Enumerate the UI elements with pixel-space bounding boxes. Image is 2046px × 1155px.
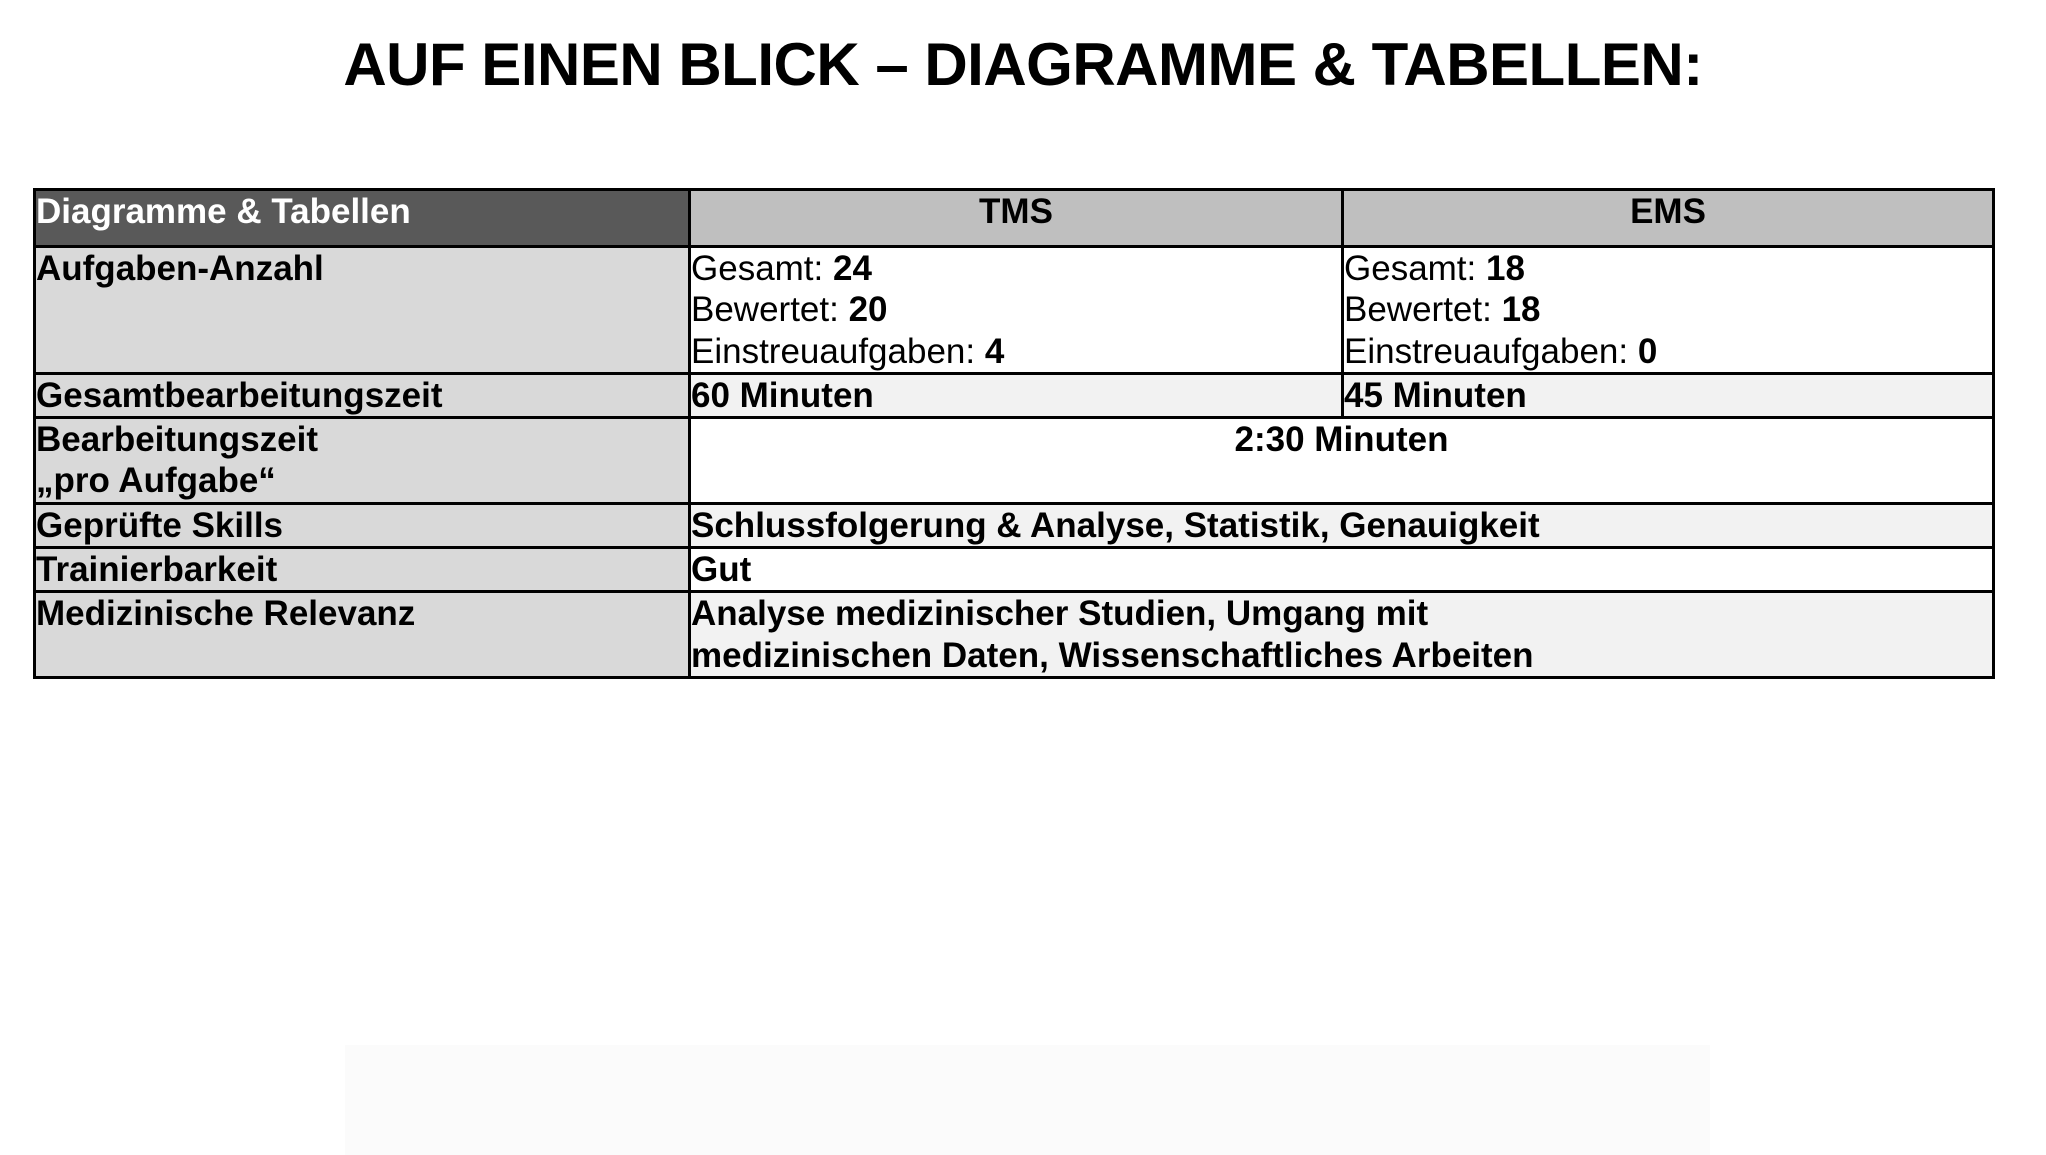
cell-tms-gesamtbearbeitungszeit: 60 Minuten bbox=[688, 371, 1344, 420]
cell-merged-medizinische-relevanz: Analyse medizinischer Studien, Umgang mi… bbox=[688, 590, 1995, 679]
row-label-trainierbarkeit: Trainierbarkeit bbox=[33, 546, 691, 594]
cell-tms-aufgaben-anzahl: Gesamt: 24 Bewertet: 20 Einstreuaufgaben… bbox=[688, 245, 1344, 375]
cell-ems-gesamtbearbeitungszeit: 45 Minuten bbox=[1341, 371, 1995, 420]
label-gesamt-tms: Gesamt: bbox=[691, 249, 833, 288]
medizinische-relevanz-line-1: Analyse medizinischer Studien, Umgang mi… bbox=[691, 594, 1429, 634]
table-row-bearbeitungszeit-pro-aufgabe: Bearbeitungszeit „pro Aufgabe“ 2:30 Minu… bbox=[33, 416, 1995, 505]
line-einstreuaufgaben-ems: Einstreuaufgaben: 0 bbox=[1344, 331, 1992, 372]
table-row-gepruefte-skills: Geprüfte Skills Schlussfolgerung & Analy… bbox=[33, 501, 1995, 550]
value-bewertet-tms: 20 bbox=[848, 290, 888, 330]
table-row-aufgaben-anzahl: Aufgaben-Anzahl Gesamt: 24 Bewertet: 20 … bbox=[33, 245, 1995, 375]
line-gesamt-tms: Gesamt: 24 bbox=[691, 248, 1341, 289]
label-bewertet-ems: Bewertet: bbox=[1344, 290, 1502, 330]
value-bewertet-ems: 18 bbox=[1501, 290, 1541, 330]
value-gesamt-tms: 24 bbox=[832, 249, 872, 288]
line-einstreuaufgaben-tms: Einstreuaufgaben: 4 bbox=[691, 331, 1341, 372]
medizinische-relevanz-line-2: medizinischen Daten, Wissenschaftliches … bbox=[691, 635, 1534, 675]
table-body: Aufgaben-Anzahl Gesamt: 24 Bewertet: 20 … bbox=[33, 245, 1995, 679]
slide-root: AUF EINEN BLICK – DIAGRAMME & TABELLEN: … bbox=[33, 31, 1995, 679]
table-row-trainierbarkeit: Trainierbarkeit Gut bbox=[33, 546, 1995, 594]
row-label-line-1: Bearbeitungszeit bbox=[36, 420, 318, 460]
comparison-table-wrapper: Diagramme & Tabellen TMS EMS Aufgaben-An… bbox=[33, 188, 1995, 679]
value-einstreuaufgaben-ems: 0 bbox=[1637, 331, 1658, 371]
row-label-medizinische-relevanz: Medizinische Relevanz bbox=[33, 590, 691, 679]
row-label-gepruefte-skills: Geprüfte Skills bbox=[33, 501, 691, 550]
line-bewertet-ems: Bewertet: 18 bbox=[1344, 289, 1992, 330]
line-gesamt-ems: Gesamt: 18 bbox=[1344, 248, 1992, 289]
table-row-gesamtbearbeitungszeit: Gesamtbearbeitungszeit 60 Minuten 45 Min… bbox=[33, 371, 1995, 420]
row-label-line-2: „pro Aufgabe“ bbox=[36, 461, 276, 501]
label-einstreuaufgaben-ems: Einstreuaufgaben: bbox=[1344, 331, 1638, 371]
comparison-table: Diagramme & Tabellen TMS EMS Aufgaben-An… bbox=[33, 188, 1995, 679]
row-label-gesamtbearbeitungszeit: Gesamtbearbeitungszeit bbox=[33, 371, 691, 420]
cell-merged-bearbeitungszeit-pro-aufgabe: 2:30 Minuten bbox=[688, 416, 1995, 505]
header-cell-ems: EMS bbox=[1341, 188, 1995, 248]
row-label-bearbeitungszeit-pro-aufgabe: Bearbeitungszeit „pro Aufgabe“ bbox=[33, 416, 691, 505]
header-cell-category: Diagramme & Tabellen bbox=[33, 188, 691, 248]
background-panel bbox=[345, 1045, 1710, 1155]
header-row: Diagramme & Tabellen TMS EMS bbox=[33, 188, 1995, 248]
label-einstreuaufgaben-tms: Einstreuaufgaben: bbox=[691, 331, 985, 371]
header-cell-tms: TMS bbox=[688, 188, 1344, 248]
table-row-medizinische-relevanz: Medizinische Relevanz Analyse medizinisc… bbox=[33, 590, 1995, 679]
line-bewertet-tms: Bewertet: 20 bbox=[691, 289, 1341, 330]
value-gesamt-ems: 18 bbox=[1485, 249, 1525, 288]
value-einstreuaufgaben-tms: 4 bbox=[984, 331, 1005, 371]
cell-merged-gepruefte-skills: Schlussfolgerung & Analyse, Statistik, G… bbox=[688, 501, 1995, 550]
cell-ems-aufgaben-anzahl: Gesamt: 18 Bewertet: 18 Einstreuaufgaben… bbox=[1341, 245, 1995, 375]
row-label-aufgaben-anzahl: Aufgaben-Anzahl bbox=[33, 245, 691, 375]
label-gesamt-ems: Gesamt: bbox=[1344, 249, 1486, 288]
cell-merged-trainierbarkeit: Gut bbox=[688, 546, 1995, 594]
table-header: Diagramme & Tabellen TMS EMS bbox=[33, 188, 1995, 248]
page-title: AUF EINEN BLICK – DIAGRAMME & TABELLEN: bbox=[343, 31, 1703, 98]
label-bewertet-tms: Bewertet: bbox=[691, 290, 849, 330]
